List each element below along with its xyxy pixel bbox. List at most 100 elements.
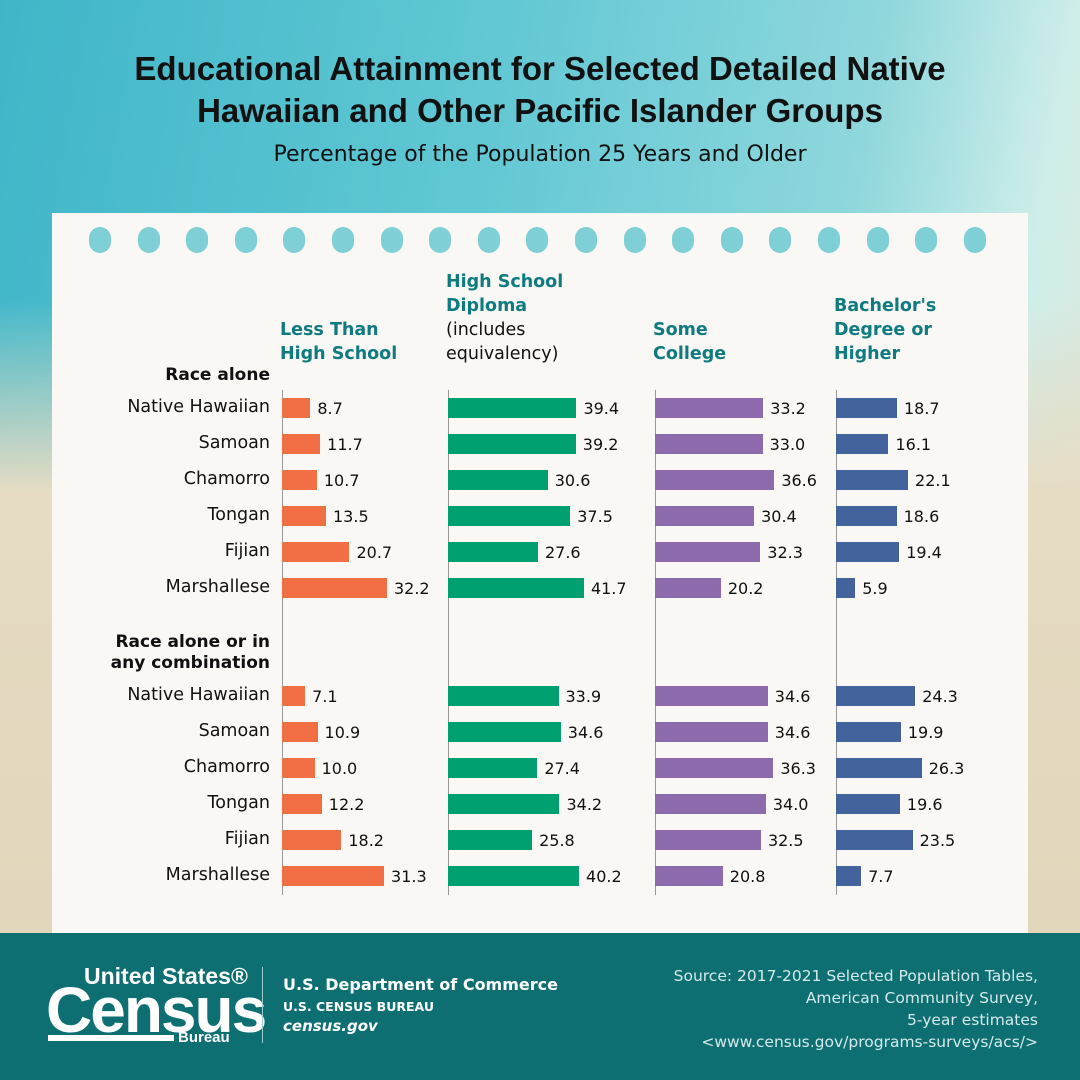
bar (282, 542, 350, 562)
source-line: <www.census.gov/programs-surveys/acs/> (701, 1033, 1038, 1051)
bar (655, 722, 768, 742)
bar (448, 866, 580, 886)
axis-line (282, 390, 283, 895)
value-label: 10.9 (324, 723, 361, 742)
value-label: 7.1 (312, 687, 338, 706)
bar (282, 434, 321, 454)
value-label: 12.2 (328, 795, 365, 814)
bar (448, 542, 538, 562)
category-label: Samoan (198, 721, 270, 741)
bar (448, 686, 559, 706)
bar (655, 470, 775, 490)
axis-line (655, 390, 656, 895)
value-label: 7.7 (868, 867, 894, 886)
series-header: Less Than High School (280, 318, 420, 366)
bar (836, 470, 909, 490)
bar (655, 398, 764, 418)
logo-wordmark: Census (46, 974, 267, 1046)
bar (282, 866, 385, 886)
source-line: 5-year estimates (907, 1011, 1038, 1029)
value-label: 34.0 (772, 795, 809, 814)
value-label: 36.6 (781, 471, 817, 490)
bar (655, 506, 755, 526)
category-label: Tongan (207, 505, 270, 525)
category-label: Native Hawaiian (127, 685, 270, 705)
value-label: 37.5 (577, 507, 613, 526)
source-line: Source: 2017-2021 Selected Population Ta… (673, 967, 1038, 985)
value-label: 22.1 (915, 471, 951, 490)
bar (836, 830, 913, 850)
series-name: High School Diploma (446, 272, 564, 316)
value-label: 25.8 (539, 831, 575, 850)
series-name: Bachelor's Degree or Higher (834, 296, 937, 364)
value-label: 27.6 (544, 543, 581, 562)
bar (448, 578, 584, 598)
bar (448, 794, 560, 814)
group-label: Race alone or in any combination (110, 632, 270, 673)
category-label: Chamorro (183, 469, 270, 489)
bar (655, 686, 768, 706)
logo-line: United States® (84, 963, 248, 989)
bar (836, 542, 900, 562)
paper-hole (332, 227, 354, 253)
value-label: 30.6 (554, 471, 591, 490)
value-label: 10.0 (321, 759, 358, 778)
bar (282, 578, 387, 598)
paper-hole (915, 227, 938, 253)
value-label: 34.6 (774, 687, 811, 706)
paper-hole (963, 227, 986, 253)
bar (282, 722, 318, 742)
value-label: 27.4 (544, 759, 580, 778)
logo-underline (48, 1035, 174, 1041)
category-label: Marshallese (165, 865, 270, 885)
value-label: 5.9 (862, 579, 888, 598)
value-label: 20.7 (356, 543, 393, 562)
bar (836, 866, 862, 886)
series-name: Some College (653, 320, 727, 364)
bar (448, 434, 576, 454)
bar (448, 830, 533, 850)
bar (448, 470, 548, 490)
bar (836, 506, 897, 526)
value-label: 20.8 (729, 867, 766, 886)
bar (448, 758, 538, 778)
chart-title: Educational Attainment for Selected Deta… (134, 50, 946, 129)
value-label: 24.3 (922, 687, 958, 706)
bureau: U.S. CENSUS BUREAU (283, 999, 434, 1014)
website: census.gov (283, 1017, 378, 1035)
bar (655, 794, 766, 814)
value-label: 36.3 (780, 759, 816, 778)
value-label: 19.6 (906, 795, 943, 814)
bar (836, 578, 856, 598)
series-name: Less Than High School (280, 320, 398, 364)
source-line: American Community Survey, (805, 989, 1038, 1007)
bar (282, 794, 322, 814)
paper-hole (526, 227, 549, 253)
category-label: Samoan (198, 433, 270, 453)
value-label: 18.7 (903, 399, 940, 418)
series-header: Some College (653, 318, 763, 366)
paper-hole (818, 227, 840, 253)
bar (282, 470, 317, 490)
value-label: 33.9 (565, 687, 602, 706)
value-label: 31.3 (391, 867, 427, 886)
value-label: 13.5 (333, 507, 369, 526)
bar (655, 866, 723, 886)
value-label: 18.2 (348, 831, 384, 850)
category-label: Marshallese (165, 577, 270, 597)
value-label: 19.9 (907, 723, 944, 742)
series-header: High School Diploma (includes equivalency… (446, 270, 596, 366)
value-label: 33.0 (769, 435, 806, 454)
paper-hole (575, 227, 597, 253)
paper-hole (429, 227, 452, 253)
value-label: 30.4 (761, 507, 797, 526)
paper-hole (623, 227, 646, 253)
value-label: 26.3 (928, 759, 965, 778)
value-label: 34.2 (566, 795, 603, 814)
value-label: 18.6 (903, 507, 940, 526)
value-label: 19.4 (906, 543, 942, 562)
value-label: 32.5 (767, 831, 804, 850)
value-label: 34.6 (774, 723, 811, 742)
value-label: 20.2 (727, 579, 764, 598)
source: Source: 2017-2021 Selected Population Ta… (674, 965, 1038, 1053)
